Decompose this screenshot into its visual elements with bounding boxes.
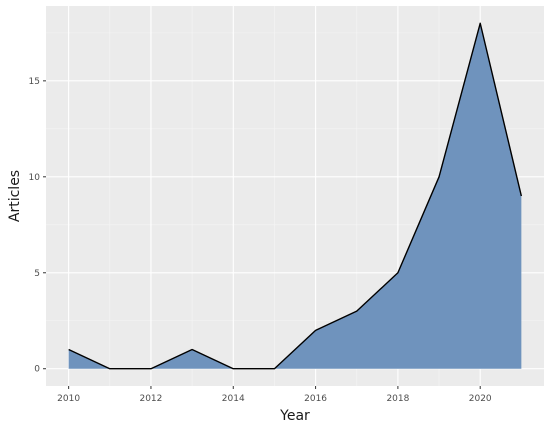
- x-tick-label: 2014: [222, 394, 245, 404]
- y-tick-label: 10: [29, 173, 41, 183]
- area-fill: [68, 23, 522, 369]
- x-tick-label: 2012: [139, 394, 162, 404]
- x-tick-label: 2016: [304, 394, 327, 404]
- x-tick-label: 2018: [386, 394, 409, 404]
- x-axis-title: Year: [279, 408, 310, 424]
- y-tick-label: 15: [29, 77, 40, 87]
- y-axis-ticks: 0 5 10 15: [29, 77, 46, 375]
- y-tick-label: 0: [34, 365, 40, 375]
- x-tick-label: 2010: [57, 394, 80, 404]
- y-axis-title: Articles: [7, 170, 23, 222]
- x-axis-ticks: 2010 2012 2014 2016 2018 2020: [57, 386, 492, 404]
- area-outline: [68, 22, 523, 370]
- y-tick-label: 5: [34, 269, 40, 279]
- x-tick-label: 2020: [469, 394, 492, 404]
